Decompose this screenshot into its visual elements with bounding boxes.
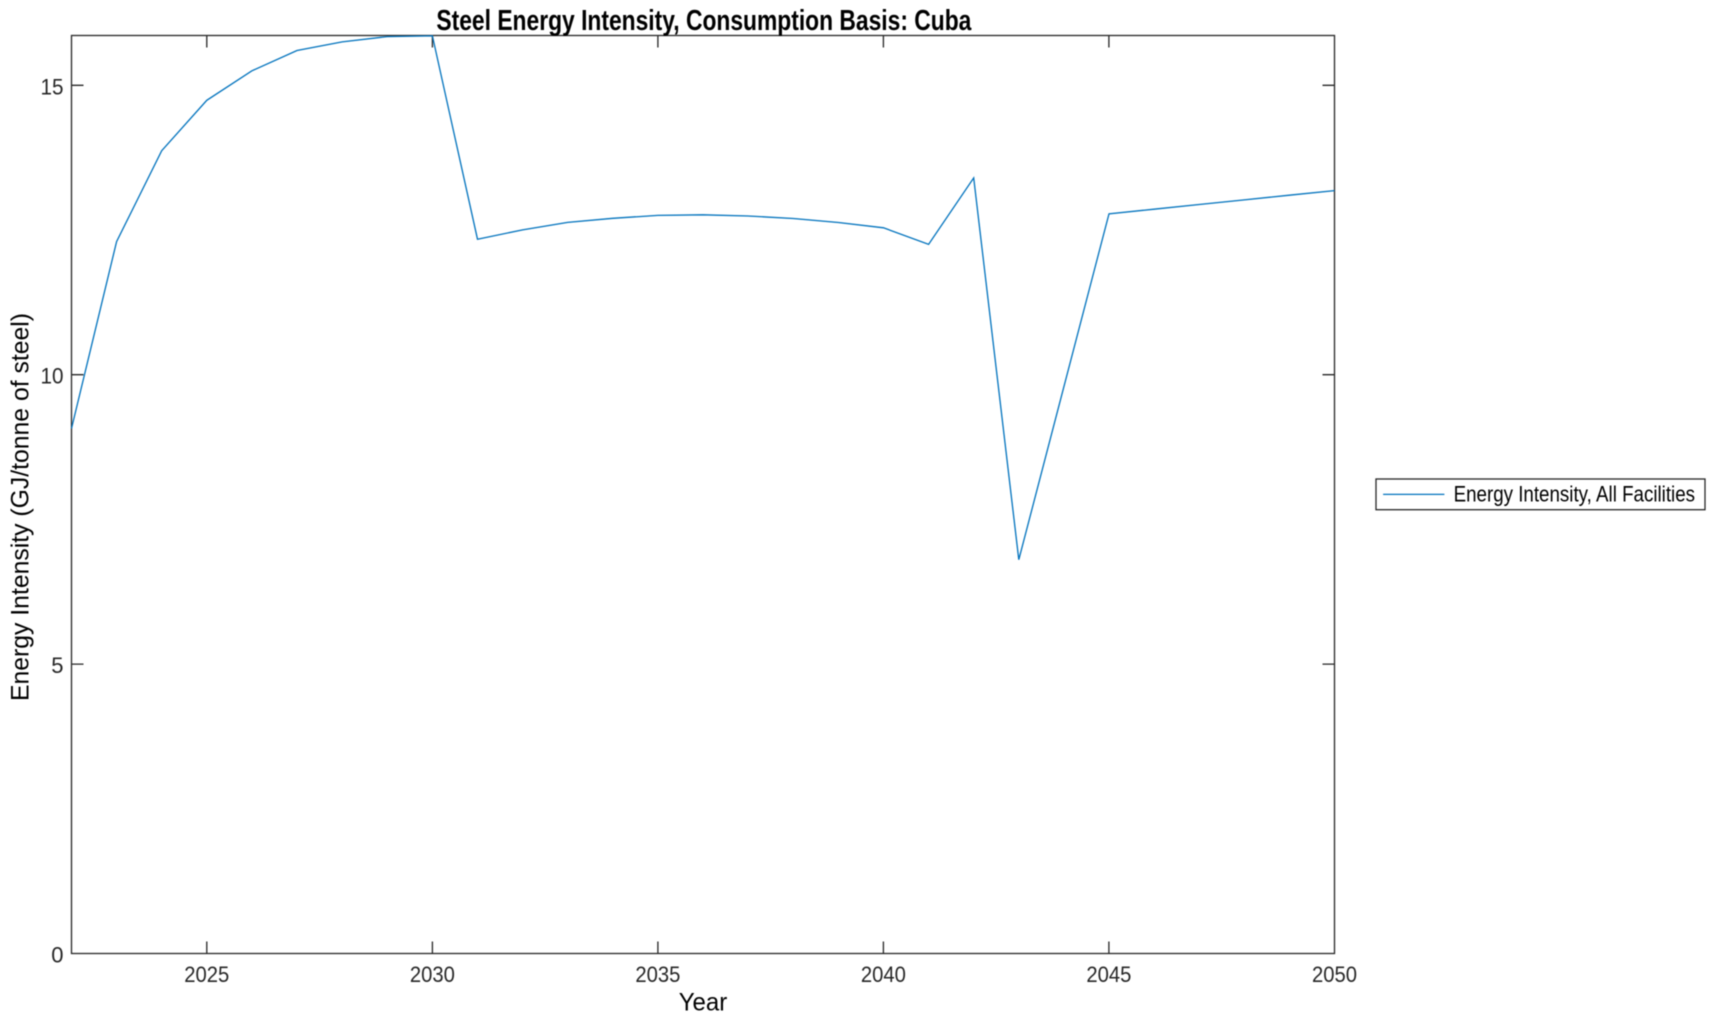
svg-text:2035: 2035 xyxy=(635,962,680,987)
svg-text:2040: 2040 xyxy=(861,962,906,987)
svg-text:10: 10 xyxy=(41,364,64,389)
svg-text:2025: 2025 xyxy=(184,962,229,987)
svg-text:2045: 2045 xyxy=(1086,962,1131,987)
svg-text:Energy Intensity, All Faciliti: Energy Intensity, All Facilities xyxy=(1454,482,1695,507)
svg-text:Year: Year xyxy=(679,989,728,1017)
svg-text:5: 5 xyxy=(51,653,63,678)
svg-text:2050: 2050 xyxy=(1312,962,1357,987)
svg-text:0: 0 xyxy=(51,943,63,968)
svg-text:Steel Energy Intensity, Consum: Steel Energy Intensity, Consumption Basi… xyxy=(436,5,972,37)
svg-text:15: 15 xyxy=(41,74,64,99)
svg-text:Energy Intensity (GJ/tonne of: Energy Intensity (GJ/tonne of steel) xyxy=(6,313,34,701)
svg-text:2030: 2030 xyxy=(410,962,455,987)
